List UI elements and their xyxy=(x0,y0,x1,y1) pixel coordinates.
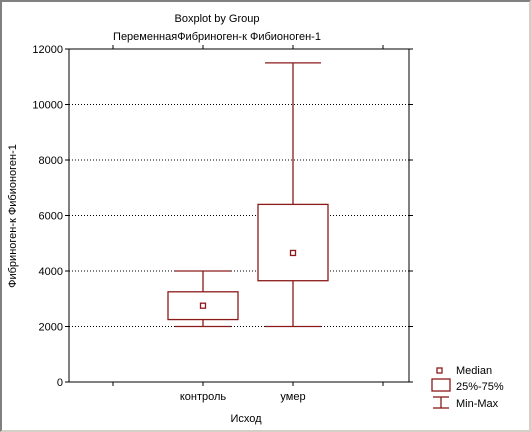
legend: Median 25%-75% Min-Max xyxy=(431,365,504,410)
legend-minmax-label: Min-Max xyxy=(456,398,499,410)
y-tick-label-4: 8000 xyxy=(39,155,63,167)
chart-title: Boxplot by Group xyxy=(175,13,260,25)
y-tick-label-1: 2000 xyxy=(39,322,63,334)
y-tick-label-5: 10000 xyxy=(32,100,63,112)
box-group-0 xyxy=(167,270,239,328)
median-marker-0 xyxy=(199,302,207,309)
x-axis-label: Исход xyxy=(230,413,262,425)
chart-subtitle: ПеременнаяФибриноген-к Фибионоген-1 xyxy=(113,31,321,43)
x-tick-label-1: умер xyxy=(280,391,305,403)
y-tick-label-6: 12000 xyxy=(32,44,63,56)
legend-median-symbol xyxy=(436,367,443,374)
box-group-1 xyxy=(257,62,329,328)
iqr-box-1 xyxy=(257,203,329,282)
y-tick-label-0: 0 xyxy=(57,377,63,389)
median-marker-1 xyxy=(289,249,297,257)
legend-iqr-label: 25%-75% xyxy=(456,381,504,393)
y-tick-label-2: 4000 xyxy=(39,266,63,278)
legend-median-label: Median xyxy=(456,365,492,377)
legend-iqr-symbol xyxy=(431,378,451,392)
y-tick-label-3: 6000 xyxy=(39,211,63,223)
y-axis-label: Фибриноген-к Фибионоген-1 xyxy=(7,144,19,288)
x-tick-label-0: контроль xyxy=(180,391,227,403)
plot-area: 0 2000 4000 6000 8000 10000 12000 контроль умер xyxy=(32,44,413,403)
